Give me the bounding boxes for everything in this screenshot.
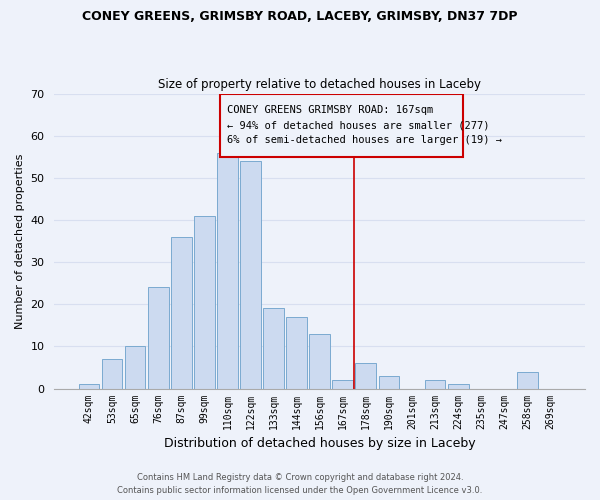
Bar [425,380,445,388]
Text: CONEY GREENS, GRIMSBY ROAD, LACEBY, GRIMSBY, DN37 7DP: CONEY GREENS, GRIMSBY ROAD, LACEBY, GRIM… [82,10,518,23]
Bar [171,237,191,388]
X-axis label: Distribution of detached houses by size in Laceby: Distribution of detached houses by size … [164,437,476,450]
Bar [101,359,122,388]
Bar [448,384,469,388]
Bar [217,152,238,388]
Text: Contains HM Land Registry data © Crown copyright and database right 2024.
Contai: Contains HM Land Registry data © Crown c… [118,474,482,495]
Y-axis label: Number of detached properties: Number of detached properties [15,154,25,328]
Bar [355,364,376,388]
Bar [286,317,307,388]
Bar [125,346,145,389]
Bar [240,161,261,388]
Bar [310,334,330,388]
Bar [263,308,284,388]
Bar [379,376,400,388]
Bar [79,384,99,388]
Bar [332,380,353,388]
Title: Size of property relative to detached houses in Laceby: Size of property relative to detached ho… [158,78,481,91]
Bar [517,372,538,388]
Text: CONEY GREENS GRIMSBY ROAD: 167sqm
← 94% of detached houses are smaller (277)
6% : CONEY GREENS GRIMSBY ROAD: 167sqm ← 94% … [227,106,502,145]
Bar [194,216,215,388]
FancyBboxPatch shape [220,94,463,157]
Bar [148,288,169,388]
